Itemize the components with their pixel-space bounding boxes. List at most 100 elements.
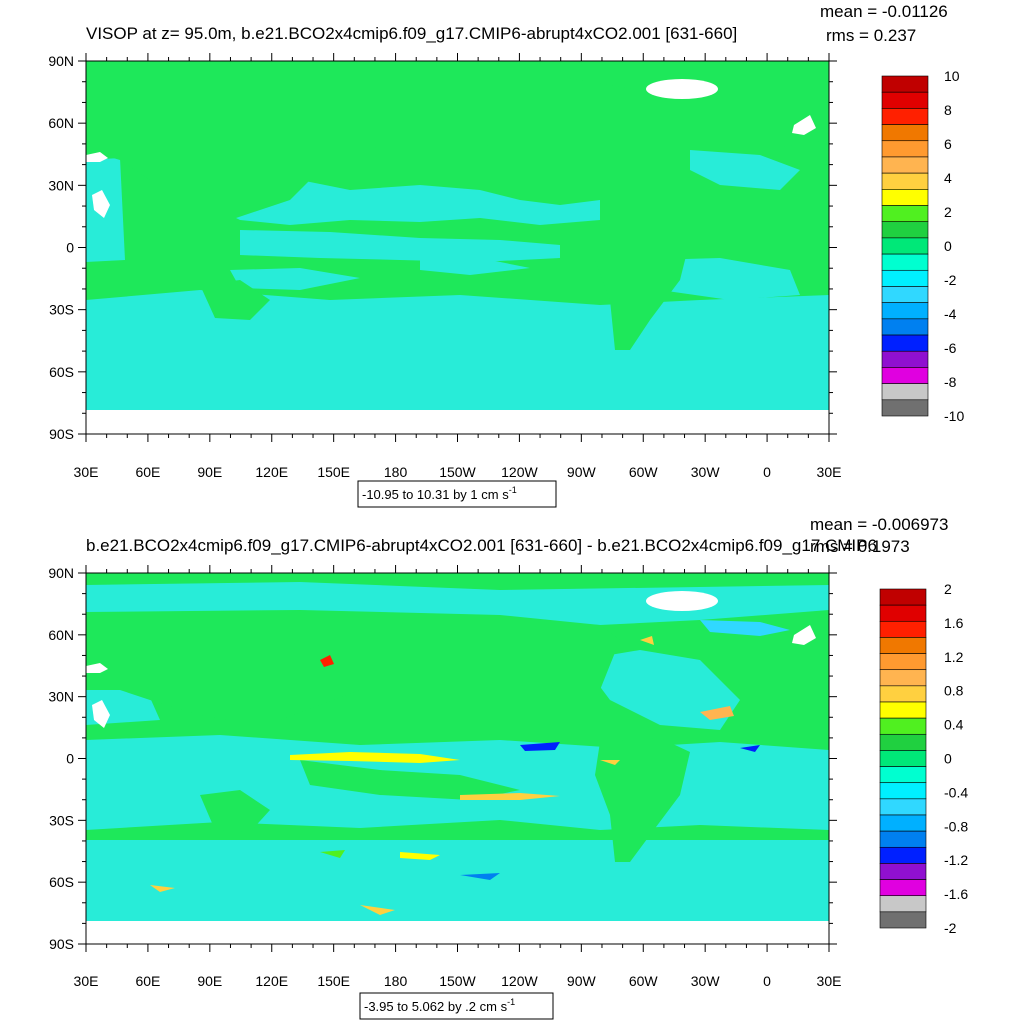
panel-2-info-box bbox=[359, 992, 554, 1020]
colorbar-label: 1.2 bbox=[944, 649, 964, 665]
panel-1-continents bbox=[86, 66, 829, 350]
colorbar-swatch bbox=[879, 717, 927, 735]
lon-tick-label: 150E bbox=[317, 973, 350, 989]
lon-tick-label: 120W bbox=[501, 464, 538, 480]
lat-tick-label: 90S bbox=[49, 426, 74, 442]
lon-tick-label: 30E bbox=[817, 973, 842, 989]
lat-tick-label: 0 bbox=[66, 751, 74, 767]
colorbar-swatch bbox=[881, 367, 929, 384]
lon-tick-label: 30W bbox=[691, 973, 721, 989]
lat-tick-label: 90N bbox=[48, 53, 74, 69]
panel-2-colorbar: 2 1.6 1.2 0.8 0.4 0 -0.4 -0.8 -1.2 -1.6 -2 bbox=[879, 581, 968, 936]
lon-tick-label: 180 bbox=[384, 973, 408, 989]
lat-tick-label: 60S bbox=[49, 364, 74, 380]
lat-tick-label: 60N bbox=[48, 115, 74, 131]
colorbar-swatch bbox=[881, 302, 929, 320]
colorbar-label: 0.4 bbox=[944, 717, 964, 733]
panel-1-colorbar: 10 8 6 4 2 0 -2 -4 -6 -8 -10 bbox=[881, 68, 964, 424]
lon-tick-label: 30W bbox=[691, 464, 721, 480]
colorbar-label: 8 bbox=[944, 102, 952, 118]
colorbar-swatch bbox=[879, 863, 927, 880]
colorbar-swatch bbox=[881, 383, 929, 401]
colorbar-swatch bbox=[879, 846, 927, 864]
panel-2: b.e21.BCO2x4cmip6.f09_g17.CMIP6-abrupt4x… bbox=[48, 515, 968, 1020]
colorbar-label: -4 bbox=[944, 306, 957, 322]
colorbar-swatch bbox=[879, 653, 927, 671]
panel-1-mean: mean = -0.01126 bbox=[820, 2, 948, 21]
colorbar-label: -1.6 bbox=[944, 886, 968, 902]
colorbar-swatch bbox=[881, 140, 929, 158]
colorbar-swatch bbox=[881, 269, 929, 287]
lat-tick-label: 90S bbox=[49, 936, 74, 952]
panel-2-continents bbox=[86, 612, 690, 862]
lon-tick-label: 60W bbox=[629, 464, 659, 480]
colorbar-label: -0.4 bbox=[944, 784, 968, 800]
colorbar-label: 1.6 bbox=[944, 615, 964, 631]
lon-tick-label: 120E bbox=[255, 464, 288, 480]
colorbar-label: 6 bbox=[944, 136, 952, 152]
lon-tick-label: 150W bbox=[439, 464, 476, 480]
colorbar-swatch bbox=[881, 237, 929, 255]
panel-1-info: -10.95 to 10.31 by 1 cm s-1 bbox=[362, 485, 517, 502]
colorbar-label: -8 bbox=[944, 374, 957, 390]
colorbar-label: 10 bbox=[944, 68, 960, 84]
lon-tick-label: 30E bbox=[74, 973, 99, 989]
colorbar-swatch bbox=[881, 91, 929, 109]
colorbar-swatch bbox=[879, 798, 927, 816]
colorbar-swatch bbox=[879, 588, 927, 606]
colorbar-swatch bbox=[879, 669, 927, 687]
lon-tick-label: 90E bbox=[197, 464, 222, 480]
colorbar-swatch bbox=[879, 701, 927, 719]
colorbar-label: -6 bbox=[944, 340, 957, 356]
colorbar-swatch bbox=[881, 253, 929, 271]
lat-tick-label: 0 bbox=[66, 240, 74, 256]
colorbar-swatch bbox=[879, 814, 927, 832]
lat-tick-label: 30S bbox=[49, 812, 74, 828]
lon-tick-label: 150E bbox=[317, 464, 350, 480]
colorbar-label: -2 bbox=[944, 920, 957, 936]
panel-2-map bbox=[86, 573, 829, 944]
panel-2-anomalies bbox=[150, 620, 790, 915]
colorbar-swatch bbox=[881, 124, 929, 142]
lon-tick-label: 0 bbox=[763, 464, 771, 480]
panel-1: VISOP at z= 95.0m, b.e21.BCO2x4cmip6.f09… bbox=[48, 2, 964, 508]
colorbar-swatch bbox=[879, 830, 927, 848]
colorbar-swatch bbox=[881, 399, 929, 417]
panel-1-map bbox=[86, 61, 829, 434]
colorbar-swatch bbox=[879, 911, 927, 929]
colorbar-swatch bbox=[879, 620, 927, 638]
lat-tick-label: 30N bbox=[48, 689, 74, 705]
colorbar-swatch bbox=[881, 172, 929, 190]
panel-1-title: VISOP at z= 95.0m, b.e21.BCO2x4cmip6.f09… bbox=[86, 24, 737, 43]
lon-tick-label: 180 bbox=[384, 464, 408, 480]
colorbar-swatch bbox=[881, 318, 929, 336]
colorbar-label: 2 bbox=[944, 204, 952, 220]
lon-tick-label: 90E bbox=[197, 973, 222, 989]
colorbar-swatch bbox=[879, 895, 927, 913]
colorbar-swatch bbox=[879, 604, 927, 622]
colorbar-swatch bbox=[879, 782, 927, 800]
lon-tick-label: 120W bbox=[501, 973, 538, 989]
lon-tick-label: 150W bbox=[439, 973, 476, 989]
lat-tick-label: 60S bbox=[49, 874, 74, 890]
lon-tick-label: 60W bbox=[629, 973, 659, 989]
panel-2-rms: rms = 0.1973 bbox=[810, 537, 910, 556]
lat-tick-label: 30S bbox=[49, 302, 74, 318]
panel-1-rms: rms = 0.237 bbox=[826, 26, 916, 45]
lat-tick-label: 30N bbox=[48, 177, 74, 193]
colorbar-swatch bbox=[879, 750, 927, 767]
colorbar-swatch bbox=[881, 350, 929, 368]
panel-1-missing bbox=[86, 79, 829, 434]
colorbar-swatch bbox=[881, 75, 929, 93]
lon-tick-label: 60E bbox=[135, 464, 160, 480]
colorbar-swatch bbox=[879, 766, 927, 784]
colorbar-swatch bbox=[881, 286, 929, 303]
colorbar-swatch bbox=[881, 108, 929, 125]
lon-tick-label: 60E bbox=[135, 973, 160, 989]
colorbar-swatch bbox=[879, 637, 927, 654]
colorbar-swatch bbox=[881, 205, 929, 223]
lon-tick-label: 30E bbox=[817, 464, 842, 480]
panel-1-axes: 90N 60N 30N 0 30S 60S 90S 30E 60E 90E 120E 150E 180 1… bbox=[48, 53, 841, 480]
colorbar-swatch bbox=[879, 733, 927, 751]
panel-2-mean: mean = -0.006973 bbox=[810, 515, 948, 534]
